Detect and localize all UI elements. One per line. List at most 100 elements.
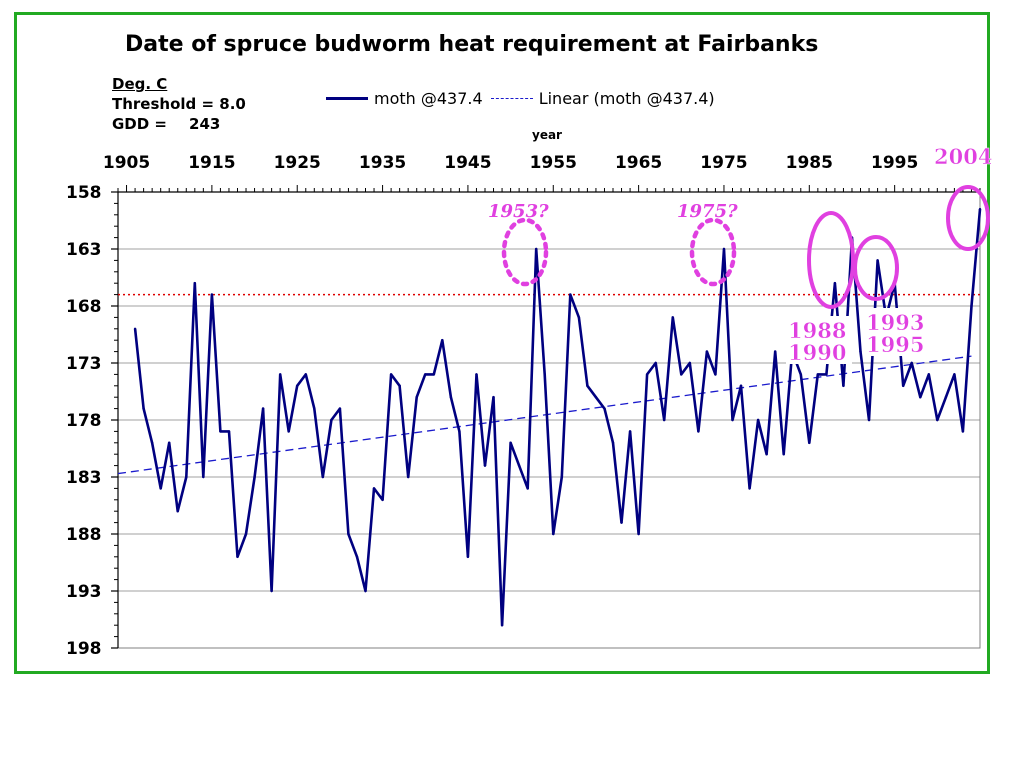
series-point bbox=[927, 373, 930, 376]
series-point bbox=[244, 532, 248, 536]
y-tick-label: 183 bbox=[66, 468, 102, 488]
series-point bbox=[304, 373, 307, 376]
series-point bbox=[492, 396, 495, 399]
info-box: Deg. C Threshold = 8.0 GDD = 243 bbox=[112, 74, 246, 134]
gdd-row: GDD = 243 bbox=[112, 114, 246, 134]
series-point bbox=[978, 207, 982, 211]
series-point bbox=[466, 555, 470, 558]
series-point bbox=[808, 441, 811, 444]
series-point bbox=[219, 430, 222, 433]
series-point bbox=[355, 555, 359, 558]
gdd-value: 243 bbox=[189, 115, 221, 133]
series-point bbox=[509, 441, 512, 444]
series-point bbox=[936, 418, 939, 422]
series-point bbox=[816, 373, 820, 376]
series-point bbox=[432, 373, 435, 376]
series-point bbox=[705, 350, 709, 353]
series-point bbox=[534, 247, 538, 251]
series-point bbox=[953, 373, 956, 376]
series-point bbox=[253, 475, 256, 479]
series-point bbox=[628, 430, 632, 433]
legend: moth @437.4 Linear (moth @437.4) bbox=[326, 89, 715, 108]
y-tick-label: 168 bbox=[66, 297, 102, 317]
series-point bbox=[500, 624, 504, 627]
series-point bbox=[739, 384, 743, 387]
annotation-label-2004: 2004 bbox=[934, 144, 992, 169]
x-tick-label: 1925 bbox=[274, 153, 321, 173]
series-point bbox=[833, 282, 837, 285]
x-tick-label: 1985 bbox=[786, 153, 833, 173]
series-point bbox=[210, 293, 214, 296]
annotation-circle-2004 bbox=[946, 185, 990, 251]
series-point bbox=[193, 282, 197, 285]
y-tick-label: 173 bbox=[66, 354, 102, 374]
series-point bbox=[970, 304, 973, 308]
annotation-label-1988: 1988 bbox=[788, 318, 846, 343]
series-point bbox=[517, 464, 521, 467]
series-point bbox=[176, 510, 179, 513]
y-tick-label: 178 bbox=[66, 411, 102, 431]
threshold-label: Threshold = 8.0 bbox=[112, 95, 246, 113]
chart-frame bbox=[14, 12, 990, 674]
x-tick-label: 1915 bbox=[188, 153, 235, 173]
series-point bbox=[714, 373, 717, 376]
series-point bbox=[944, 396, 948, 399]
series-point bbox=[159, 487, 162, 490]
series-point bbox=[261, 407, 265, 410]
series-point bbox=[586, 384, 589, 387]
series-point bbox=[441, 339, 444, 342]
legend-swatch-linear bbox=[490, 98, 533, 99]
x-axis-label: year bbox=[532, 128, 562, 142]
series-point bbox=[825, 373, 828, 376]
series-point bbox=[347, 532, 350, 536]
x-tick-label: 1955 bbox=[530, 153, 577, 173]
annotation-label-1975: 1975? bbox=[677, 201, 738, 222]
series-point bbox=[552, 532, 555, 536]
series-point bbox=[748, 487, 751, 490]
x-tick-label: 1905 bbox=[103, 153, 150, 173]
series-point bbox=[722, 247, 726, 251]
series-point bbox=[415, 396, 418, 399]
series-point bbox=[859, 350, 862, 353]
series-point bbox=[594, 396, 598, 399]
series-point bbox=[381, 498, 384, 501]
x-tick-label: 1995 bbox=[871, 153, 918, 173]
series-point bbox=[330, 418, 333, 422]
series-point bbox=[364, 589, 367, 593]
series-point bbox=[313, 407, 316, 410]
annotation-circle-1975 bbox=[689, 217, 737, 287]
x-tick-label: 1975 bbox=[700, 153, 747, 173]
series-point bbox=[202, 475, 205, 479]
series-point bbox=[185, 475, 188, 479]
series-point bbox=[569, 293, 572, 296]
series-point bbox=[671, 316, 674, 319]
annotation-label-1993: 1993 bbox=[866, 310, 924, 335]
series-point bbox=[603, 407, 606, 410]
series-point bbox=[227, 430, 231, 433]
series-point bbox=[398, 384, 401, 387]
series-point bbox=[372, 487, 376, 490]
annotation-circle-1988-1990 bbox=[807, 211, 855, 309]
series-point bbox=[449, 396, 453, 399]
series-point bbox=[765, 453, 768, 456]
series-point bbox=[688, 361, 692, 365]
units-label: Deg. C bbox=[112, 75, 168, 93]
series-point bbox=[142, 407, 145, 410]
series-point bbox=[867, 418, 871, 422]
series-point bbox=[543, 373, 546, 376]
series-point bbox=[876, 259, 879, 262]
annotation-circle-1953 bbox=[501, 217, 549, 287]
series-point bbox=[645, 373, 649, 376]
series-point bbox=[773, 350, 777, 353]
annotation-circle-1993-1995 bbox=[853, 235, 899, 301]
series-point bbox=[663, 418, 666, 422]
legend-label-linear: Linear (moth @437.4) bbox=[538, 89, 715, 108]
series-point bbox=[168, 441, 171, 444]
series-point bbox=[901, 384, 905, 387]
legend-label-moth: moth @437.4 bbox=[374, 89, 483, 108]
series-point bbox=[842, 384, 845, 387]
annotation-label-bg bbox=[864, 308, 930, 356]
series-point bbox=[236, 555, 239, 558]
x-tick-label: 1965 bbox=[615, 153, 662, 173]
series-point bbox=[278, 373, 282, 376]
